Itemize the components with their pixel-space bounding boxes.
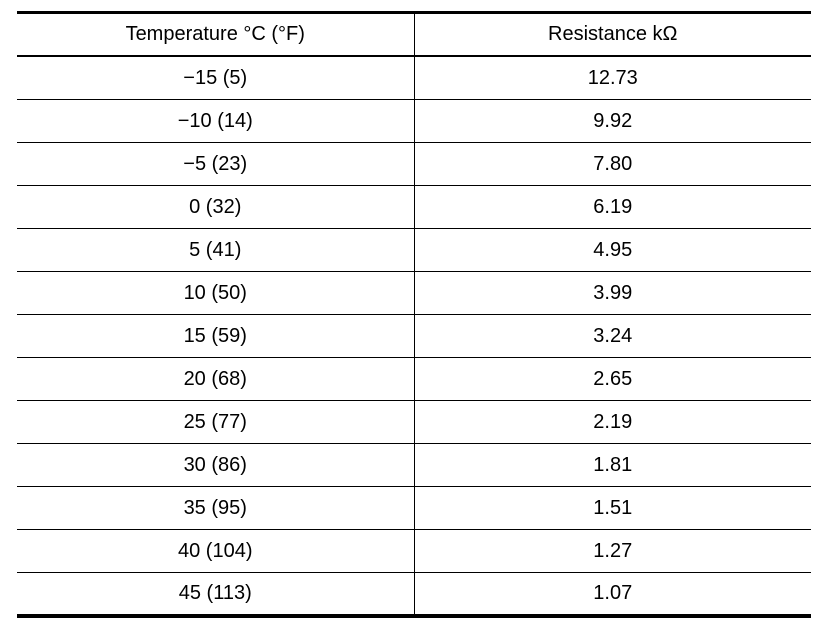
header-row: Temperature °C (°F) Resistance kΩ [17, 12, 811, 57]
cell-resistance: 1.27 [414, 529, 811, 573]
table-row: 35 (95) 1.51 [17, 486, 811, 530]
cell-resistance: 12.73 [414, 56, 811, 100]
cell-resistance: 1.07 [593, 582, 633, 604]
temperature-resistance-table-container: Temperature °C (°F) Resistance kΩ −15 (5… [17, 11, 811, 618]
table-row: −5 (23) 7.80 [17, 142, 811, 186]
cell-resistance: 6.19 [414, 185, 811, 229]
cell-temperature: 0 (32) [17, 185, 415, 229]
cell-resistance: 1.51 [414, 486, 811, 530]
cell-temperature: 10 (50) [17, 271, 415, 315]
cell-temperature: 35 (95) [17, 486, 415, 530]
header-temperature: Temperature °C (°F) [17, 12, 415, 57]
table-row: 15 (59) 3.24 [17, 314, 811, 358]
table-row: 25 (77) 2.19 [17, 400, 811, 444]
table-row: 20 (68) 2.65 [17, 357, 811, 401]
table-body: −15 (5) 12.73 −10 (14) 9.92 −5 (23) 7.80… [17, 56, 811, 616]
cell-resistance: 2.19 [414, 400, 811, 444]
table-row: 30 (86) 1.81 [17, 443, 811, 487]
cell-resistance: 7.80 [414, 142, 811, 186]
cell-resistance: 1.81 [414, 443, 811, 487]
cell-temperature: 5 (41) [17, 228, 415, 272]
cell-temperature: 15 (59) [17, 314, 415, 358]
cell-temperature: −5 (23) [17, 142, 415, 186]
table-row: 40 (104) 1.27 [17, 529, 811, 573]
table-row: 0 (32) 6.19 [17, 185, 811, 229]
table-header: Temperature °C (°F) Resistance kΩ [17, 12, 811, 57]
cell-resistance: 4.95 [414, 228, 811, 272]
cell-temperature: −10 (14) [17, 99, 415, 143]
cell-temperature: −15 (5) [17, 56, 415, 100]
temperature-resistance-table: Temperature °C (°F) Resistance kΩ −15 (5… [17, 11, 811, 618]
table-row: 45 (113) 1.07 [17, 572, 811, 616]
table-row: −15 (5) 12.73 [17, 56, 811, 100]
cell-resistance: 3.99 [414, 271, 811, 315]
table-row: −10 (14) 9.92 [17, 99, 811, 143]
cell-temperature: 40 (104) [17, 529, 415, 573]
header-resistance: Resistance kΩ [414, 12, 811, 57]
table-row: 5 (41) 4.95 [17, 228, 811, 272]
table-row: 10 (50) 3.99 [17, 271, 811, 315]
cell-temperature: 45 (113) [17, 572, 415, 616]
cell-temperature: 30 (86) [17, 443, 415, 487]
cell-temperature: 20 (68) [17, 357, 415, 401]
cell-resistance: 3.24 [414, 314, 811, 358]
cell-resistance: 2.65 [414, 357, 811, 401]
cell-temperature: 25 (77) [17, 400, 415, 444]
cell-resistance: 9.92 [414, 99, 811, 143]
